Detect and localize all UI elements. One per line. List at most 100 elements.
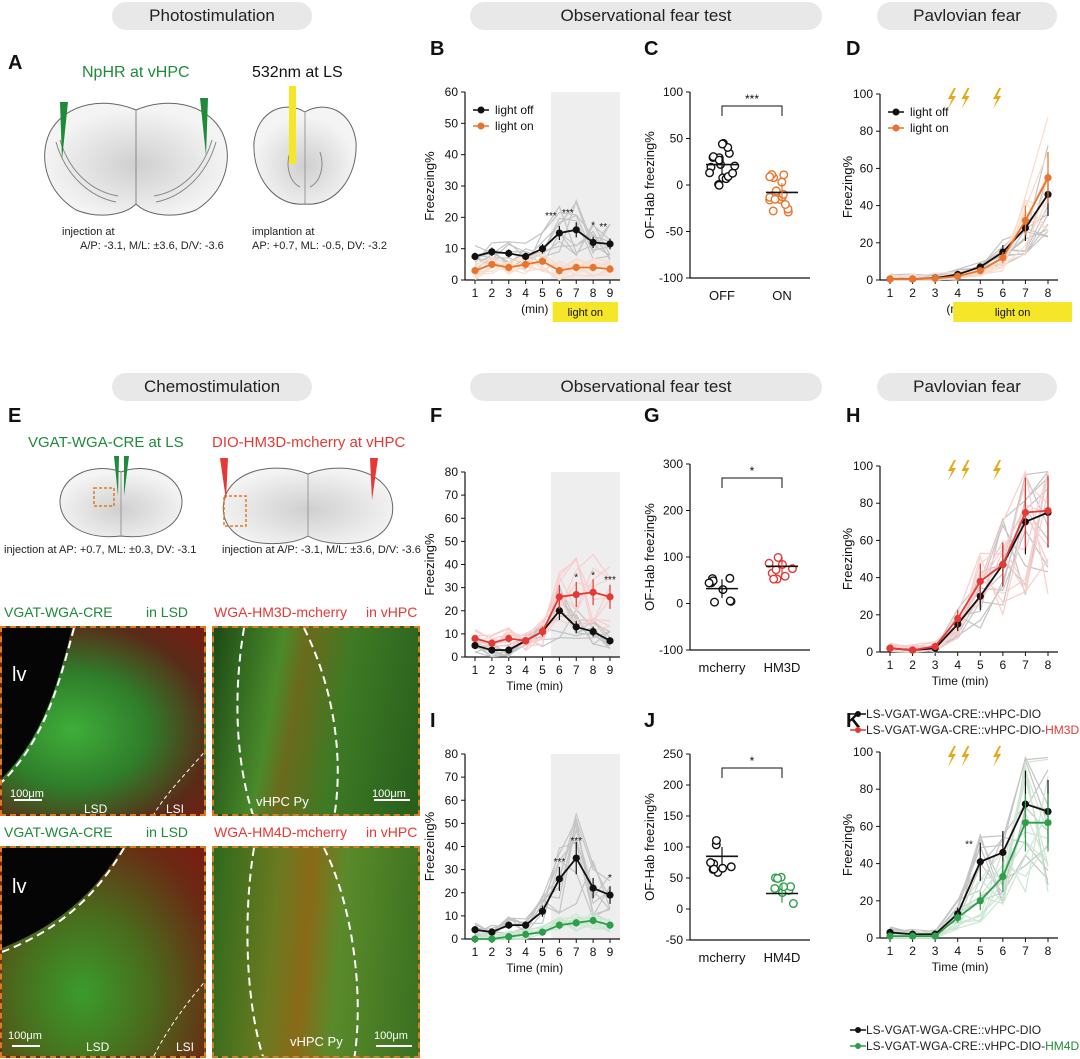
header-pavlovian-fear-2: Pavlovian fear <box>877 373 1057 401</box>
panel-a-impl-coords: AP: +0.7, ML: -0.5, DV: -3.2 <box>252 240 388 252</box>
data-point-k <box>886 932 894 940</box>
series-line-h <box>889 509 1049 652</box>
legend-marker-b <box>477 106 485 114</box>
x-tick-label-f: 9 <box>607 663 614 677</box>
y-tick-label-b: 50 <box>445 116 459 130</box>
significance-f: * <box>591 570 595 581</box>
legend-k-markers <box>850 1027 866 1049</box>
data-point-b <box>505 249 513 257</box>
data-point-i <box>589 884 597 892</box>
brain-schematic-vhpc-injection <box>220 458 394 545</box>
y-tick-label-g: -100 <box>659 643 683 657</box>
y-tick-label-j: 0 <box>676 902 683 916</box>
micro-3-right-label: in LSD <box>146 824 189 840</box>
panel-letter-a: A <box>8 52 23 74</box>
data-point-f <box>589 627 597 636</box>
brain-schematic-ls-injection <box>59 456 183 538</box>
micro-4-scale: 100μm <box>374 1030 408 1042</box>
y-tick-label-i: 80 <box>445 747 459 761</box>
data-point-f <box>589 588 597 596</box>
individual-trace-h <box>889 492 1049 652</box>
y-tick-label-g: 0 <box>676 597 683 611</box>
x-tick-label-f: 6 <box>556 663 563 677</box>
individual-point-c <box>717 139 727 149</box>
micro-2-scale: 100μm <box>372 788 406 800</box>
series-line-k <box>890 821 1048 938</box>
data-point-f <box>471 634 479 643</box>
micro-3-scale: 100μm <box>8 1030 42 1042</box>
x-tick-label-d: 2 <box>909 286 916 300</box>
significance-c: *** <box>745 92 759 106</box>
individual-point-c <box>771 186 781 196</box>
y-tick-label-k: 40 <box>860 857 874 871</box>
y-axis-title-d: Freezing% <box>840 155 855 218</box>
significance-b: * <box>591 220 595 231</box>
significance-bracket-j <box>721 767 783 778</box>
data-point-f <box>471 641 479 650</box>
x-tick-label-b: 9 <box>607 286 614 300</box>
significance-g: * <box>750 464 755 478</box>
x-axis-title-f: Time (min) <box>506 679 563 693</box>
data-point-i <box>589 916 597 925</box>
y-tick-label-h: 0 <box>866 645 873 659</box>
y-tick-label-f: 50 <box>445 534 459 548</box>
x-tick-label-d: 4 <box>954 286 961 300</box>
legend-k-item-2-suffix: HM4D <box>1045 1039 1080 1053</box>
legend-h-item-2-suffix: HM3D <box>1045 723 1080 737</box>
data-point-d <box>999 254 1007 262</box>
y-tick-label-d: 80 <box>860 124 874 138</box>
chart-i-freezing-hm4d: 0 10 20 30 40 50 60 70 80 Freezeing% 1 2 3 4 5 6 7 8 9 Time… <box>422 747 620 975</box>
individual-point-j <box>779 882 789 892</box>
data-point-f <box>606 593 614 601</box>
y-axis-title-f: Freezing% <box>422 533 437 596</box>
header-photostimulation: Photostimulation <box>112 2 312 30</box>
data-point-k <box>1044 819 1052 827</box>
micro-1-right-label: in LSD <box>146 604 189 620</box>
chart-b-freezing-light: 0 10 20 30 40 50 60 Freezeing% 1 2 3 4 5 6 7 8 9 (min) lig… <box>422 85 620 322</box>
x-tick-label-d: 7 <box>1022 286 1029 300</box>
x-tick-label-d: 5 <box>977 286 984 300</box>
x-tick-label-k: 6 <box>1000 944 1007 958</box>
data-point-b <box>488 260 496 268</box>
data-point-f <box>488 646 496 654</box>
y-tick-label-i: 50 <box>445 816 459 830</box>
data-point-i <box>522 930 530 938</box>
data-point-k <box>1021 819 1030 827</box>
x-tick-label-i: 6 <box>556 945 563 959</box>
data-point-b <box>589 263 597 272</box>
x-tick-label-i: 1 <box>472 945 479 959</box>
data-point-b <box>538 245 547 253</box>
data-point-k <box>908 932 917 940</box>
x-tick-label-f: 1 <box>472 663 479 677</box>
data-point-b <box>488 248 496 256</box>
individual-trace-d <box>889 198 1049 281</box>
individual-point-g <box>725 573 735 583</box>
y-axis-title-k: Freezing% <box>840 813 855 876</box>
legend-marker-b <box>477 122 485 130</box>
y-tick-label-h: 80 <box>860 496 874 510</box>
panel-a-inj-coords: A/P: -3.1, M/L: ±3.6, D/V: -3.6 <box>80 240 224 252</box>
significance-j: * <box>750 754 755 768</box>
panel-e-inj-2: injection at A/P: -3.1, M/L: ±3.6, D/V: … <box>222 544 421 556</box>
shock-bolt-icon <box>947 460 956 481</box>
data-point-i <box>606 891 614 899</box>
data-point-h <box>931 642 939 651</box>
light-on-band-d <box>953 302 1072 322</box>
data-point-i <box>488 935 496 943</box>
chart-h-pavlovian-hm3d: 0 20 40 60 80 100 Freezing% 1 2 3 4 5 6 7 8 Time (min) <box>840 459 1058 688</box>
chart-k-pavlovian-hm4d: 0 20 40 60 80 100 Freezing% 1 2 3 4 5 6 7 8 Time (min) *… <box>840 745 1058 974</box>
individual-trace-f <box>474 557 611 642</box>
x-tick-label-i: 8 <box>590 945 597 959</box>
individual-trace-k <box>889 769 1049 938</box>
data-point-i <box>488 928 496 936</box>
y-tick-label-f: 30 <box>445 581 459 595</box>
y-tick-label-f: 0 <box>451 650 458 664</box>
shaded-period-b <box>550 92 620 280</box>
data-point-f <box>555 607 563 615</box>
significance-b: *** <box>562 208 574 219</box>
data-point-b <box>589 238 597 246</box>
individual-point-c <box>768 206 778 216</box>
panel-letter-e: E <box>8 405 22 427</box>
chart-f-freezing-hm3d: 0 10 20 30 40 50 60 70 80 Freezing% 1 2 3 4 5 6 7 8 9 Time … <box>422 465 620 693</box>
individual-point-g <box>780 571 790 581</box>
